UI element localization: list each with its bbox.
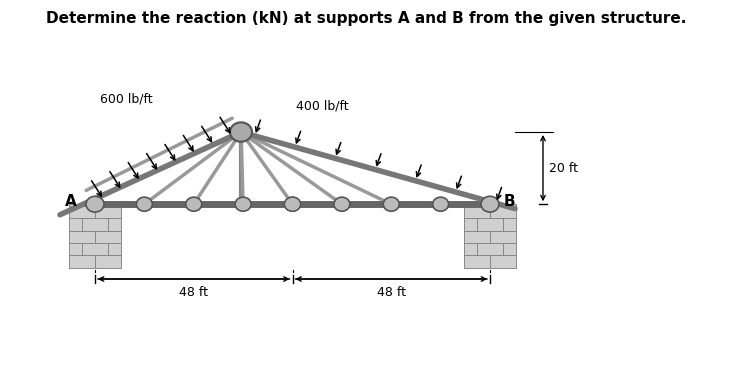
Circle shape: [230, 122, 252, 142]
Bar: [82, 243, 108, 255]
Bar: [82, 204, 108, 206]
Bar: [464, 204, 516, 268]
Bar: [503, 243, 516, 255]
Bar: [69, 218, 82, 230]
Bar: [503, 218, 516, 230]
Bar: [82, 218, 108, 230]
Text: 48 ft: 48 ft: [377, 286, 406, 299]
Bar: [464, 206, 490, 218]
Circle shape: [334, 197, 350, 211]
Text: Determine the reaction (kN) at supports A and B from the given structure.: Determine the reaction (kN) at supports …: [46, 11, 686, 26]
Text: 20 ft: 20 ft: [549, 161, 578, 175]
Text: 400 lb/ft: 400 lb/ft: [296, 100, 348, 113]
Bar: [69, 243, 82, 255]
Bar: [490, 206, 516, 218]
Bar: [464, 204, 477, 206]
Bar: [108, 243, 121, 255]
Bar: [108, 204, 121, 206]
Circle shape: [285, 197, 301, 211]
Circle shape: [433, 197, 449, 211]
Bar: [95, 255, 121, 268]
Text: A: A: [65, 194, 77, 209]
Bar: [69, 255, 95, 268]
Bar: [464, 230, 490, 243]
Bar: [490, 230, 516, 243]
Circle shape: [235, 197, 251, 211]
Bar: [477, 204, 503, 206]
Circle shape: [384, 197, 399, 211]
Bar: [95, 230, 121, 243]
Text: 48 ft: 48 ft: [179, 286, 208, 299]
Circle shape: [481, 196, 499, 212]
Bar: [477, 243, 503, 255]
Bar: [69, 204, 121, 268]
Bar: [464, 243, 477, 255]
Bar: [503, 204, 516, 206]
Bar: [477, 218, 503, 230]
Text: 600 lb/ft: 600 lb/ft: [100, 92, 153, 106]
Bar: [69, 206, 95, 218]
Bar: [108, 218, 121, 230]
Circle shape: [86, 196, 104, 212]
Bar: [69, 230, 95, 243]
Bar: [490, 255, 516, 268]
Circle shape: [285, 197, 301, 211]
Bar: [95, 206, 121, 218]
Circle shape: [186, 197, 202, 211]
Circle shape: [136, 197, 152, 211]
Text: B: B: [504, 194, 515, 209]
Bar: [464, 218, 477, 230]
Bar: [69, 204, 82, 206]
Bar: [464, 255, 490, 268]
